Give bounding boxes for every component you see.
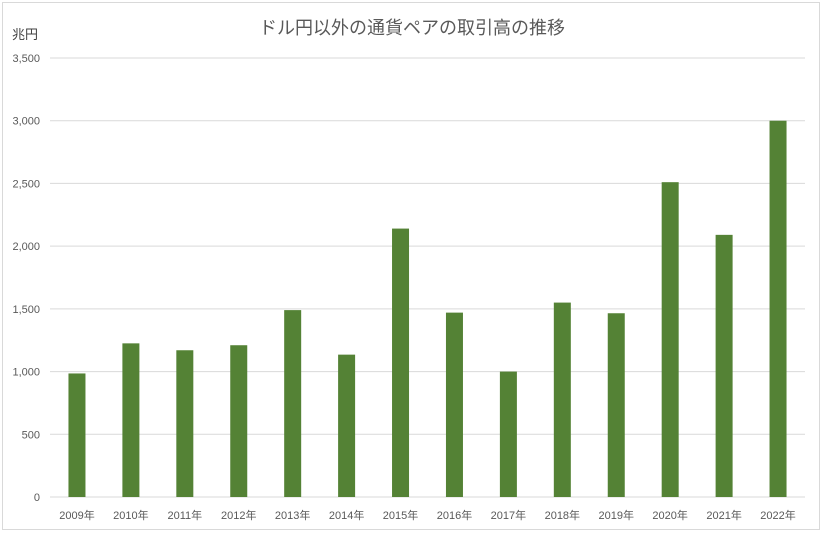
chart-title: ドル円以外の通貨ペアの取引高の推移 — [259, 18, 565, 39]
bar-2014年 — [338, 354, 356, 497]
x-axis-ticks: 2009年 2010年 2011年 2012年 2013年 2014年 2015年 2016年… — [59, 508, 796, 522]
bar-2010年 — [122, 343, 140, 497]
bar-2022年 — [769, 120, 787, 497]
x-tick-label: 2014年 — [329, 508, 364, 522]
bars — [68, 120, 787, 497]
y-tick-label: 1,000 — [12, 367, 40, 379]
x-tick-label: 2018年 — [545, 508, 580, 522]
y-tick-label: 500 — [22, 429, 40, 441]
x-tick-label: 2022年 — [760, 508, 795, 522]
y-axis-ticks: 0 500 1,000 1,500 2,000 2,500 3,000 3,500 — [12, 53, 40, 504]
x-tick-label: 2013年 — [275, 508, 310, 522]
bar-2009年 — [68, 373, 86, 497]
bar-2017年 — [499, 371, 517, 497]
bar-2011年 — [176, 350, 194, 497]
x-tick-label: 2019年 — [599, 508, 634, 522]
bar-2012年 — [230, 345, 248, 497]
bar-2020年 — [661, 182, 679, 497]
y-tick-label: 3,000 — [12, 116, 40, 128]
x-tick-label: 2021年 — [706, 508, 741, 522]
y-tick-label: 2,000 — [12, 241, 40, 253]
bar-2018年 — [553, 302, 571, 497]
x-tick-label: 2011年 — [167, 508, 202, 522]
y-tick-label: 3,500 — [12, 53, 40, 65]
bar-2013年 — [284, 310, 302, 497]
x-tick-label: 2015年 — [383, 508, 418, 522]
x-tick-label: 2020年 — [652, 508, 687, 522]
x-tick-label: 2010年 — [113, 508, 148, 522]
bar-2015年 — [392, 228, 410, 497]
gridlines — [50, 57, 805, 498]
x-tick-label: 2009年 — [59, 508, 94, 522]
x-tick-label: 2016年 — [437, 508, 472, 522]
bar-2016年 — [445, 312, 463, 497]
x-tick-label: 2012年 — [221, 508, 256, 522]
bar-2019年 — [607, 313, 625, 497]
y-axis-unit-label: 兆円 — [12, 28, 39, 43]
y-tick-label: 2,500 — [12, 178, 40, 190]
y-tick-label: 0 — [34, 492, 40, 504]
bar-2021年 — [715, 234, 733, 497]
y-tick-label: 1,500 — [12, 304, 40, 316]
x-tick-label: 2017年 — [491, 508, 526, 522]
